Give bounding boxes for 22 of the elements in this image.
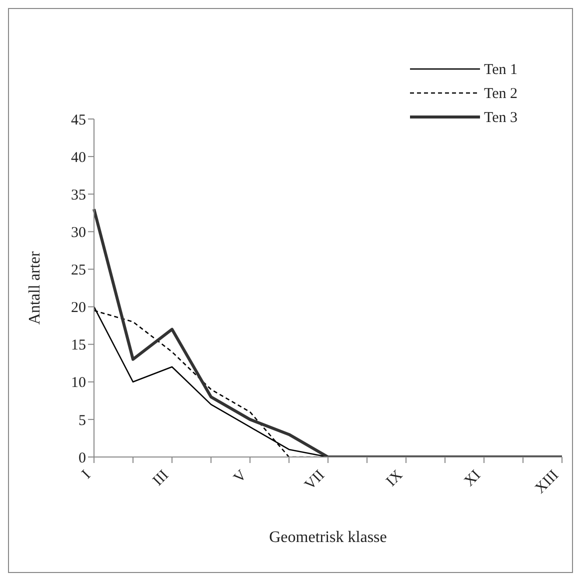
y-tick-label: 15 (71, 338, 86, 354)
legend-label: Ten 3 (484, 110, 518, 126)
x-tick-label: VII (302, 467, 328, 494)
y-tick-label: 45 (71, 112, 86, 128)
x-tick-label: V (231, 467, 250, 486)
y-tick-label: 20 (71, 300, 86, 316)
y-tick-label: 5 (78, 412, 86, 429)
y-tick-label: 0 (78, 450, 86, 466)
x-tick-label: XI (461, 467, 484, 490)
legend-label: Ten 1 (484, 62, 518, 78)
y-tick-label: 10 (71, 375, 86, 392)
y-axis-title: Antall arter (26, 250, 44, 325)
x-axis-title: Geometrisk klasse (269, 529, 387, 546)
x-tick-label: IX (383, 467, 406, 490)
y-tick-label: 40 (71, 150, 86, 166)
legend-label: Ten 2 (484, 86, 518, 102)
y-tick-label: 35 (71, 187, 86, 204)
y-tick-label: 25 (71, 262, 86, 279)
x-tick-label: XIII (532, 467, 562, 497)
x-tick-label: III (150, 467, 172, 490)
y-tick-label: 30 (71, 224, 86, 241)
x-tick-label: I (79, 467, 94, 482)
